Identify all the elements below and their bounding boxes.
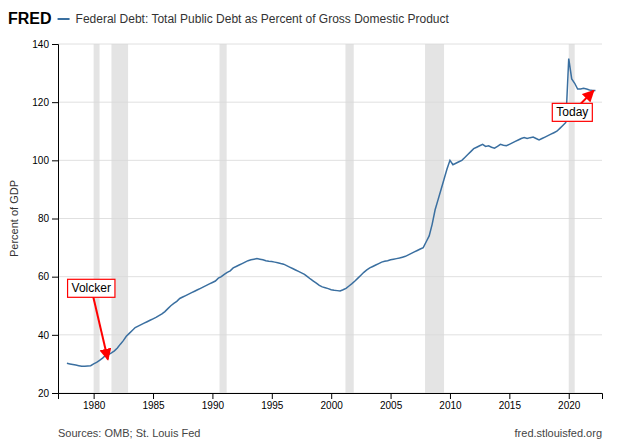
x-tick-label: 2000: [321, 400, 344, 411]
x-tick-label: 1990: [202, 400, 225, 411]
x-tick-label: 2005: [380, 400, 403, 411]
grid-line: [58, 276, 602, 277]
y-tick-mark: [52, 44, 58, 45]
y-tick-label: 40: [38, 330, 50, 341]
x-tick-label: 1980: [83, 400, 106, 411]
y-tick: 140: [32, 39, 58, 50]
y-axis-title: Percent of GDP: [8, 180, 20, 257]
source-url: fred.stlouisfed.org: [515, 427, 602, 439]
grid-line: [58, 102, 602, 103]
x-tick-mark: [272, 393, 273, 399]
title: Federal Debt: Total Public Debt as Perce…: [76, 12, 450, 26]
x-tick-mark: [212, 393, 213, 399]
grid-line: [58, 44, 602, 45]
logo-text: FRED: [8, 10, 52, 27]
y-tick-label: 140: [32, 39, 49, 50]
recession-band: [345, 44, 353, 393]
grid-line: [58, 160, 602, 161]
x-tick: 2020: [558, 393, 581, 411]
y-tick-label: 120: [32, 97, 49, 108]
y-tick-mark: [52, 393, 58, 394]
source: Sources: OMB; St. Louis Fed: [58, 427, 200, 439]
title-icon: [58, 18, 70, 20]
x-tick-mark: [391, 393, 392, 399]
y-tick: 120: [32, 97, 58, 108]
y-axis: 20 40 60 80 100 120 140: [32, 39, 58, 399]
recession-band: [220, 44, 227, 393]
y-tick-label: 20: [38, 388, 50, 399]
y-tick-mark: [52, 102, 58, 103]
x-tick-label: 1985: [142, 400, 165, 411]
y-tick: 20: [38, 388, 58, 399]
x-tick-mark: [509, 393, 510, 399]
x-tick-mark: [569, 393, 570, 399]
y-tick-label: 60: [38, 271, 50, 282]
grid-line: [58, 218, 602, 219]
x-axis: 1980 1985 1990 1995 2000 2005 2010 2015 2020: [59, 393, 603, 411]
x-tick-label: 2020: [558, 400, 581, 411]
x-tick: 2010: [439, 393, 462, 411]
annotations: Volcker Today: [68, 91, 594, 360]
x-tick-mark: [94, 393, 95, 399]
x-tick: 1980: [83, 393, 106, 411]
data-line: [67, 59, 596, 367]
x-tick: 2015: [499, 393, 522, 411]
x-tick: 2005: [380, 393, 403, 411]
x-tick: 2000: [321, 393, 344, 411]
grid: [58, 44, 602, 393]
y-axis-line: [52, 45, 59, 394]
x-axis-line: [59, 394, 603, 400]
x-tick-label: 2015: [499, 400, 522, 411]
annotation-box: [552, 103, 592, 121]
plot-area: 1980198519901995200020052010201520202040…: [8, 39, 603, 411]
y-tick: 40: [38, 330, 58, 341]
annotation-arrow: [91, 288, 108, 359]
recession-band: [569, 44, 575, 393]
data-group: [67, 44, 596, 393]
y-tick-mark: [52, 160, 58, 161]
x-tick: 1985: [142, 393, 165, 411]
y-tick-mark: [52, 277, 58, 278]
x-tick-mark: [153, 393, 154, 399]
recession-band: [425, 44, 444, 393]
y-tick-mark: [52, 219, 58, 220]
chart: FRED Federal Debt: Total Public Debt as P…: [0, 0, 624, 445]
x-tick: 1990: [202, 393, 225, 411]
annotation-box: [68, 279, 115, 297]
recession-band: [111, 44, 128, 393]
annotation-text: Volcker: [72, 281, 111, 295]
y-tick: 100: [32, 155, 58, 166]
y-tick: 80: [38, 213, 58, 224]
x-tick: 1995: [261, 393, 284, 411]
y-tick-mark: [52, 335, 58, 336]
grid-line: [58, 334, 602, 335]
y-tick-label: 80: [38, 213, 50, 224]
x-tick-label: 2010: [439, 400, 462, 411]
recession-band: [94, 44, 100, 393]
x-tick-mark: [331, 393, 332, 399]
x-tick-mark: [450, 393, 451, 399]
y-tick-label: 100: [32, 155, 49, 166]
y-tick: 60: [38, 271, 58, 282]
annotation-text: Today: [556, 105, 588, 119]
x-tick-label: 1995: [261, 400, 284, 411]
